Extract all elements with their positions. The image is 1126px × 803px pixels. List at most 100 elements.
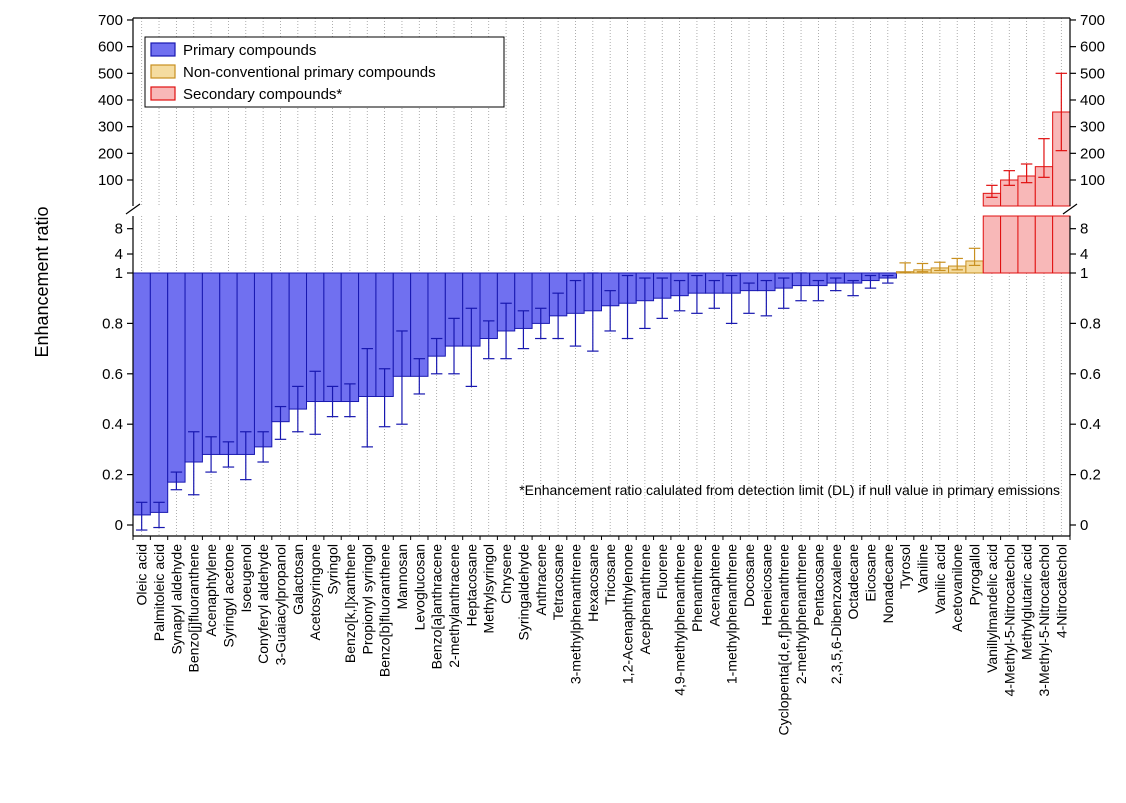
category-label: Anthracene: [533, 544, 549, 616]
category-label: Methylglutaric acid: [1019, 544, 1035, 660]
category-label: Synapyl aldehyde: [168, 544, 184, 655]
y-tick-label-right: 200: [1080, 145, 1105, 162]
y-tick-label-left: 1: [115, 265, 123, 282]
category-label: Vanilic acid: [932, 544, 948, 614]
category-label: 4,9-methylphenanthrene: [672, 544, 688, 696]
category-label: Pentacosane: [810, 544, 826, 626]
y-tick-label-left: 100: [98, 172, 123, 189]
y-tick-label-left: 0.6: [102, 366, 123, 383]
category-labels: Oleic acid Palmitoleic acid Synapyl aldehy…: [134, 544, 1070, 736]
category-label: 2-methylanthracene: [446, 544, 462, 668]
category-label: Benzo[b]fluoranthene: [377, 544, 393, 677]
legend-box: [144, 36, 505, 108]
category-label: 1-methylphenanthrene: [724, 544, 740, 684]
footnote-annotation: *Enhancement ratio calulated from detect…: [519, 482, 1060, 498]
category-label: Tricosane: [602, 544, 618, 605]
category-label: Docosane: [741, 544, 757, 607]
y-tick-label-left: 0.8: [102, 315, 123, 332]
legend-label-nonconventional: Non-conventional primary compounds: [183, 64, 436, 81]
category-label: Acenaphtylene: [203, 544, 219, 637]
category-label: Chrysene: [498, 544, 514, 604]
bar: [167, 272, 186, 483]
bar: [1034, 215, 1054, 274]
legend-label-secondary: Secondary compounds*: [183, 86, 342, 103]
category-label: Acetovanilone: [949, 544, 965, 632]
category-label: 4-Nitrocatechol: [1053, 544, 1069, 638]
category-label: Conyferyl aldehyde: [255, 544, 271, 664]
y-tick-label-right: 600: [1080, 39, 1105, 56]
axes: [125, 17, 1078, 540]
y-tick-label-right: 0: [1080, 517, 1088, 534]
bar: [201, 272, 221, 455]
y-tick-label-left: 400: [98, 92, 123, 109]
axis-break-mark: [1062, 203, 1078, 215]
category-label: 3-Guaiacylpropanol: [272, 544, 288, 665]
category-label: Heneicosane: [758, 544, 774, 626]
y-tick-label-left: 600: [98, 39, 123, 56]
y-tick-label-right: 8: [1080, 221, 1088, 238]
y-tick-label-left: 0.4: [102, 416, 123, 433]
y-tick-label-right: 0.2: [1080, 467, 1101, 484]
category-label: Benzo[k,l]xanthene: [342, 544, 358, 663]
bar: [340, 272, 360, 403]
y-tick-label-right: 1: [1080, 265, 1088, 282]
category-label: Acetosyringone: [307, 544, 323, 641]
y-tick-label-left: 500: [98, 65, 123, 82]
bar: [253, 272, 273, 448]
category-label: Eicosane: [862, 544, 878, 602]
bar: [132, 272, 151, 516]
y-tick-label-right: 0.8: [1080, 315, 1101, 332]
legend: Primary compounds Non-conventional prima…: [144, 36, 505, 108]
y-tick-label-right: 0.4: [1080, 416, 1101, 433]
category-label: Heptacosane: [463, 544, 479, 627]
y-axis-title: Enhancement ratio: [32, 206, 52, 357]
category-label: 3-Methyl-5-Nitrocatechol: [1036, 544, 1052, 697]
category-label: Oleic acid: [134, 544, 150, 605]
category-label: Galactosan: [290, 544, 306, 615]
y-tick-label-right: 300: [1080, 119, 1105, 136]
category-label: Syringaldehyde: [515, 544, 531, 641]
bar: [219, 272, 238, 455]
category-label: Methylsyringol: [481, 544, 497, 633]
category-label: Isoeugenol: [238, 544, 254, 613]
axis-break-mark: [125, 203, 141, 215]
category-label: Tyrosol: [897, 544, 913, 589]
y-tick-label-right: 400: [1080, 92, 1105, 109]
category-label: Vanillylmandelic acid: [984, 544, 1000, 673]
category-label: 2-methylphenanthrene: [793, 544, 809, 684]
plot-bands: [133, 18, 1070, 536]
category-label: Pyrogallol: [967, 544, 983, 605]
legend-swatch-primary: [150, 42, 176, 57]
category-label: Acenaphtene: [706, 544, 722, 627]
legend-swatch-nonconventional: [150, 64, 176, 79]
y-tick-label-left: 0: [115, 517, 123, 534]
category-label: Syringol: [325, 544, 341, 595]
y-tick-label-left: 200: [98, 145, 123, 162]
category-label: 2,3,5,6-Dibenzoxalene: [828, 544, 844, 684]
category-label: Tetracosane: [550, 544, 566, 620]
category-label: Benzo[a]anthracene: [429, 544, 445, 670]
category-label: Levoglucosan: [411, 544, 427, 630]
category-label: Vaniline: [915, 544, 931, 593]
category-label: Palmitoleic acid: [151, 544, 167, 641]
bar: [1000, 215, 1019, 274]
bar: [149, 272, 169, 513]
y-tick-label-right: 100: [1080, 172, 1105, 189]
y-tick-label-left: 300: [98, 119, 123, 136]
bar: [323, 272, 342, 403]
legend-label-primary: Primary compounds: [183, 42, 316, 59]
legend-swatch-secondary: [150, 86, 176, 101]
error-bars: [135, 72, 1068, 531]
y-tick-label-right: 700: [1080, 12, 1105, 29]
category-label: Benzo[j]fluoranthene: [186, 544, 202, 673]
category-label: Phenanthrene: [689, 544, 705, 632]
y-tick-label-right: 0.6: [1080, 366, 1101, 383]
category-label: Propionyl syringol: [359, 544, 375, 655]
category-label: Syringyl acetone: [220, 544, 236, 648]
y-tick-label-left: 4: [115, 246, 123, 263]
bar: [271, 272, 290, 423]
y-tick-label-right: 500: [1080, 65, 1105, 82]
y-tick-label-right: 4: [1080, 246, 1088, 263]
bar: [1017, 215, 1036, 274]
